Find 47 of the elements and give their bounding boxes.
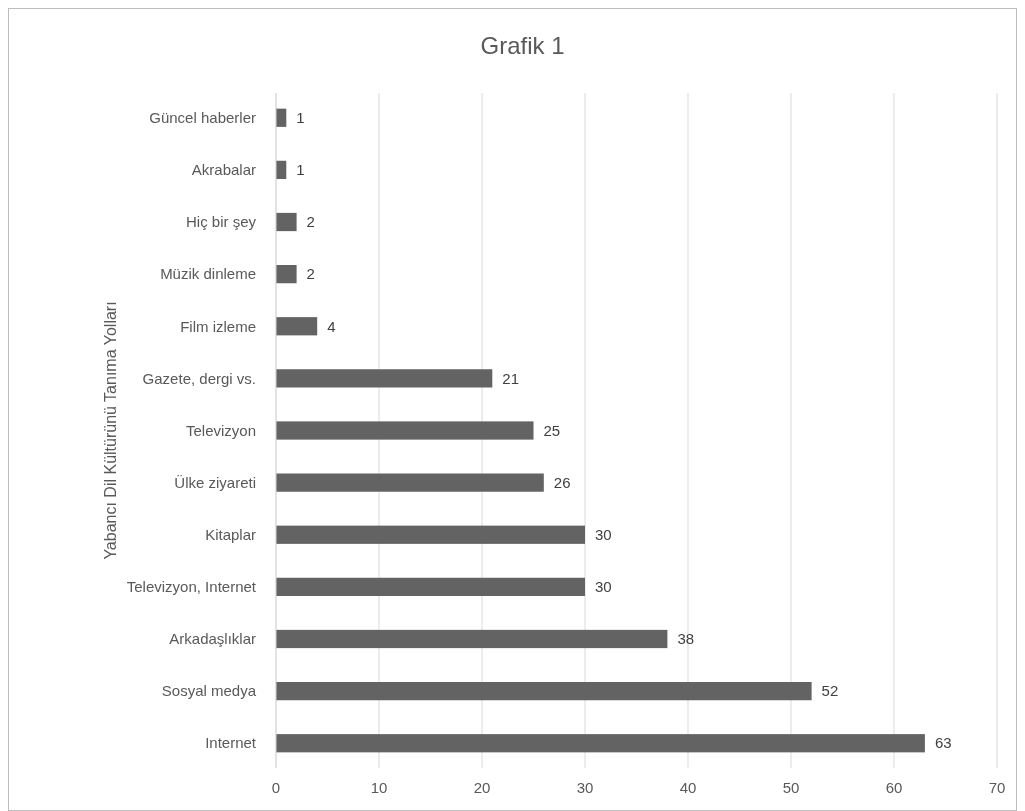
bar — [276, 473, 544, 492]
data-label: 2 — [306, 213, 315, 231]
y-tick-label: Gazete, dergi vs. — [142, 369, 256, 387]
x-tick-label: 40 — [679, 779, 697, 796]
bar — [276, 265, 297, 284]
x-tick-label: 60 — [885, 779, 903, 796]
y-tick-label: Güncel haberler — [149, 109, 256, 127]
x-tick-label: 10 — [370, 779, 388, 796]
x-tick-label: 20 — [473, 779, 491, 796]
data-label: 26 — [553, 473, 571, 491]
bar — [276, 525, 585, 544]
chart-title: Grafik 1 — [480, 32, 565, 59]
bar — [276, 577, 585, 596]
y-tick-label: Film izleme — [180, 317, 256, 335]
data-label: 30 — [595, 526, 612, 543]
y-axis-title: Yabancı Dil Kültürünü Tanıma Yolları — [102, 301, 119, 560]
data-label: 2 — [306, 265, 315, 283]
y-tick-label: Sosyal medya — [161, 682, 257, 700]
data-label: 38 — [677, 630, 695, 648]
x-tick-label: 50 — [782, 779, 800, 796]
x-tick-label: 0 — [271, 779, 281, 796]
data-label: 21 — [502, 369, 519, 387]
y-tick-label: Televizyon, Internet — [126, 578, 257, 596]
y-tick-label: Müzik dinleme — [160, 265, 256, 283]
data-label: 1 — [296, 161, 305, 179]
data-label: 30 — [595, 578, 612, 596]
data-label: 1 — [296, 109, 305, 127]
y-tick-label: Hiç bir şey — [185, 213, 257, 231]
y-tick-label: Ülke ziyareti — [174, 473, 256, 491]
bar — [276, 421, 534, 440]
data-label: 25 — [543, 421, 561, 439]
data-label: 52 — [821, 682, 839, 700]
y-tick-label: Arkadaşlıklar — [169, 630, 256, 648]
bar — [276, 734, 925, 753]
bar — [276, 317, 318, 336]
bar — [276, 212, 297, 232]
data-label: 63 — [934, 734, 952, 752]
data-label: 4 — [327, 317, 336, 335]
y-tick-label: Akrabalar — [191, 161, 256, 179]
y-tick-label: Kitaplar — [205, 526, 256, 543]
bar — [276, 369, 493, 388]
bar — [276, 682, 812, 701]
y-tick-label: Internet — [205, 734, 257, 752]
x-tick-label: 70 — [988, 779, 1006, 796]
y-tick-label: Televizyon — [185, 421, 256, 439]
bar — [276, 629, 668, 649]
x-tick-label: 30 — [576, 779, 594, 796]
